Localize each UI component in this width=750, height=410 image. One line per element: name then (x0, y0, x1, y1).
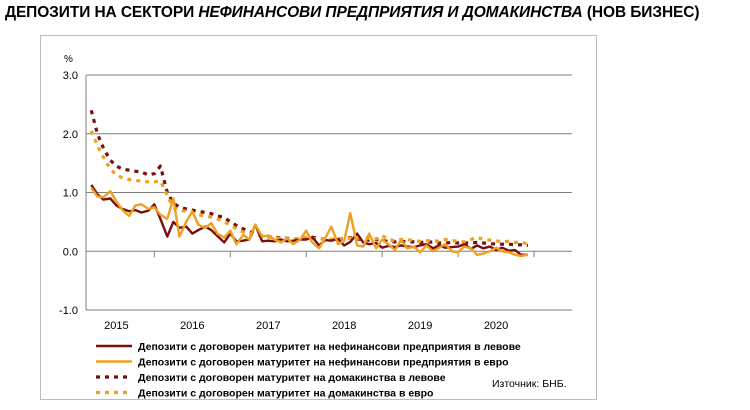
x-tick-label-1: 2016 (180, 320, 204, 332)
source-note: Източник: БНБ. (492, 378, 567, 390)
chart-frame (40, 35, 597, 400)
legend-label-3: Депозити с договорен матуритет на домаки… (138, 388, 433, 400)
y-tick-label-4: -1.0 (59, 305, 78, 317)
legend-label-0: Депозити с договорен матуритет на нефина… (138, 341, 521, 353)
legend-label-1: Депозити с договорен матуритет на нефина… (138, 357, 509, 369)
y-tick-label-0: 3.0 (63, 70, 78, 82)
title-part3: (НОВ БИЗНЕС) (582, 4, 700, 21)
x-tick-label-4: 2019 (408, 320, 432, 332)
series-line-3 (89, 130, 529, 246)
series-line-0 (90, 184, 528, 257)
x-tick-label-3: 2018 (332, 320, 356, 332)
y-tick-label-1: 2.0 (63, 129, 78, 141)
y-tick-label-3: 0.0 (63, 246, 78, 258)
y-axis-unit: % (64, 54, 73, 65)
title-part2: НЕФИНАНСОВИ ПРЕДПРИЯТИЯ И ДОМАКИНСТВА (198, 4, 583, 21)
x-tick-label-0: 2015 (104, 320, 128, 332)
title-part1: ДЕПОЗИТИ НА СЕКТОРИ (5, 4, 199, 21)
x-tick-label-2: 2017 (256, 320, 280, 332)
x-tick-label-5: 2020 (484, 320, 508, 332)
y-tick-label-2: 1.0 (63, 188, 78, 200)
series-line-1 (90, 187, 529, 258)
chart-title: ДЕПОЗИТИ НА СЕКТОРИ НЕФИНАНСОВИ ПРЕДПРИЯ… (5, 4, 747, 22)
legend-label-2: Депозити с договорен матуритет на домаки… (138, 372, 446, 384)
series-line-2 (89, 109, 529, 247)
